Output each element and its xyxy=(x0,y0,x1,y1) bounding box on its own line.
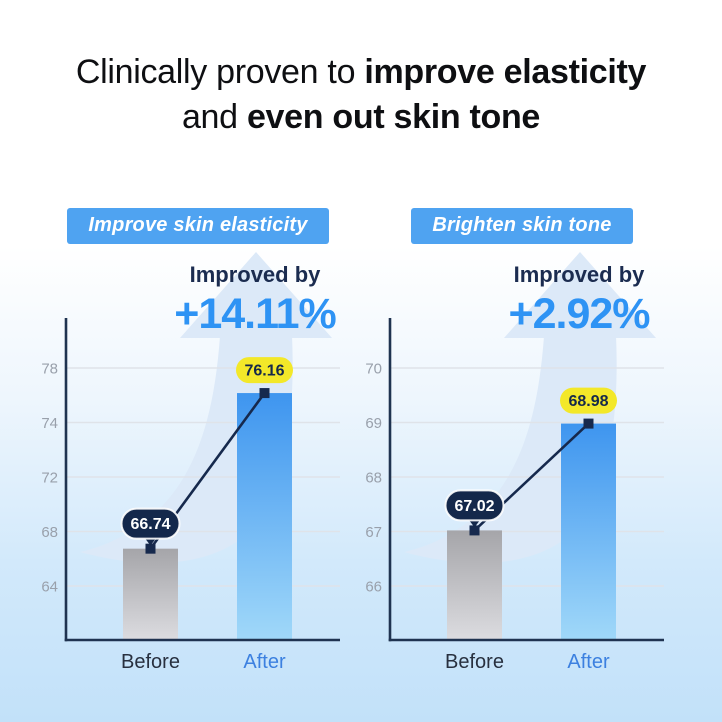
growth-arrow-head xyxy=(180,252,332,338)
y-tick-label: 67 xyxy=(365,524,382,541)
title-part-regular-1: Clinically proven to xyxy=(75,53,365,91)
panel-skin-tone: Brighten skin tone 70 69 68 67 66 67.02 68.98 B… xyxy=(352,200,692,690)
bar-before xyxy=(447,530,502,640)
value-after-label: 68.98 xyxy=(568,393,608,410)
category-after: After xyxy=(243,651,286,673)
y-tick-label: 74 xyxy=(41,415,58,432)
y-tick-label: 68 xyxy=(365,470,382,487)
page-title: Clinically proven to improve elasticity a… xyxy=(0,50,722,140)
category-after: After xyxy=(567,651,610,673)
title-part-bold-2: even out skin tone xyxy=(246,97,541,136)
value-bubble-before xyxy=(120,507,181,540)
marker-before xyxy=(145,543,156,554)
value-bubble-before xyxy=(444,489,505,522)
bar-after xyxy=(561,423,616,640)
bar-after xyxy=(237,393,292,640)
chart-skin-elasticity: 78 74 72 68 64 66.74 76.16 Before After xyxy=(41,252,340,673)
y-tick-label: 64 xyxy=(41,579,58,596)
title-part-regular-2: and xyxy=(181,97,247,136)
improved-by-label: Improved by xyxy=(513,262,645,287)
marker-after xyxy=(583,418,594,429)
category-before: Before xyxy=(121,651,180,673)
y-tick-label: 68 xyxy=(41,524,58,541)
improved-by-label: Improved by xyxy=(189,262,321,287)
value-before-label: 66.74 xyxy=(130,516,170,533)
y-tick-label: 78 xyxy=(41,361,58,378)
bubble-pointer xyxy=(468,519,481,528)
y-tick-label: 70 xyxy=(365,361,382,378)
chart-skin-tone: 70 69 68 67 66 67.02 68.98 Before After xyxy=(365,252,664,673)
title-part-bold-1: improve elasticity xyxy=(364,53,647,91)
marker-after xyxy=(259,388,270,399)
y-tick-label: 69 xyxy=(365,415,382,432)
value-bubble-after xyxy=(560,387,617,414)
improvement-callout-right: Improved by +2.92% xyxy=(508,262,650,339)
bar-before xyxy=(123,548,178,640)
y-tick-label: 66 xyxy=(365,579,382,596)
badge-improve-skin-elasticity: Improve skin elasticity xyxy=(67,208,329,244)
improved-value-percent: +2.92% xyxy=(508,290,650,338)
value-bubble-after xyxy=(236,357,293,384)
growth-arrow-head xyxy=(504,252,656,338)
panel-skin-elasticity: Improve skin elasticity 78 74 72 68 64 66.74 7… xyxy=(28,200,368,690)
badge-brighten-skin-tone: Brighten skin tone xyxy=(411,208,633,244)
value-before-label: 67.02 xyxy=(454,498,494,515)
marker-before xyxy=(469,525,480,536)
improved-value-percent: +14.11% xyxy=(174,290,337,338)
improvement-callout-left: Improved by +14.11% xyxy=(174,262,337,339)
y-tick-label: 72 xyxy=(41,470,58,487)
value-after-label: 76.16 xyxy=(244,363,284,380)
category-before: Before xyxy=(445,651,504,673)
